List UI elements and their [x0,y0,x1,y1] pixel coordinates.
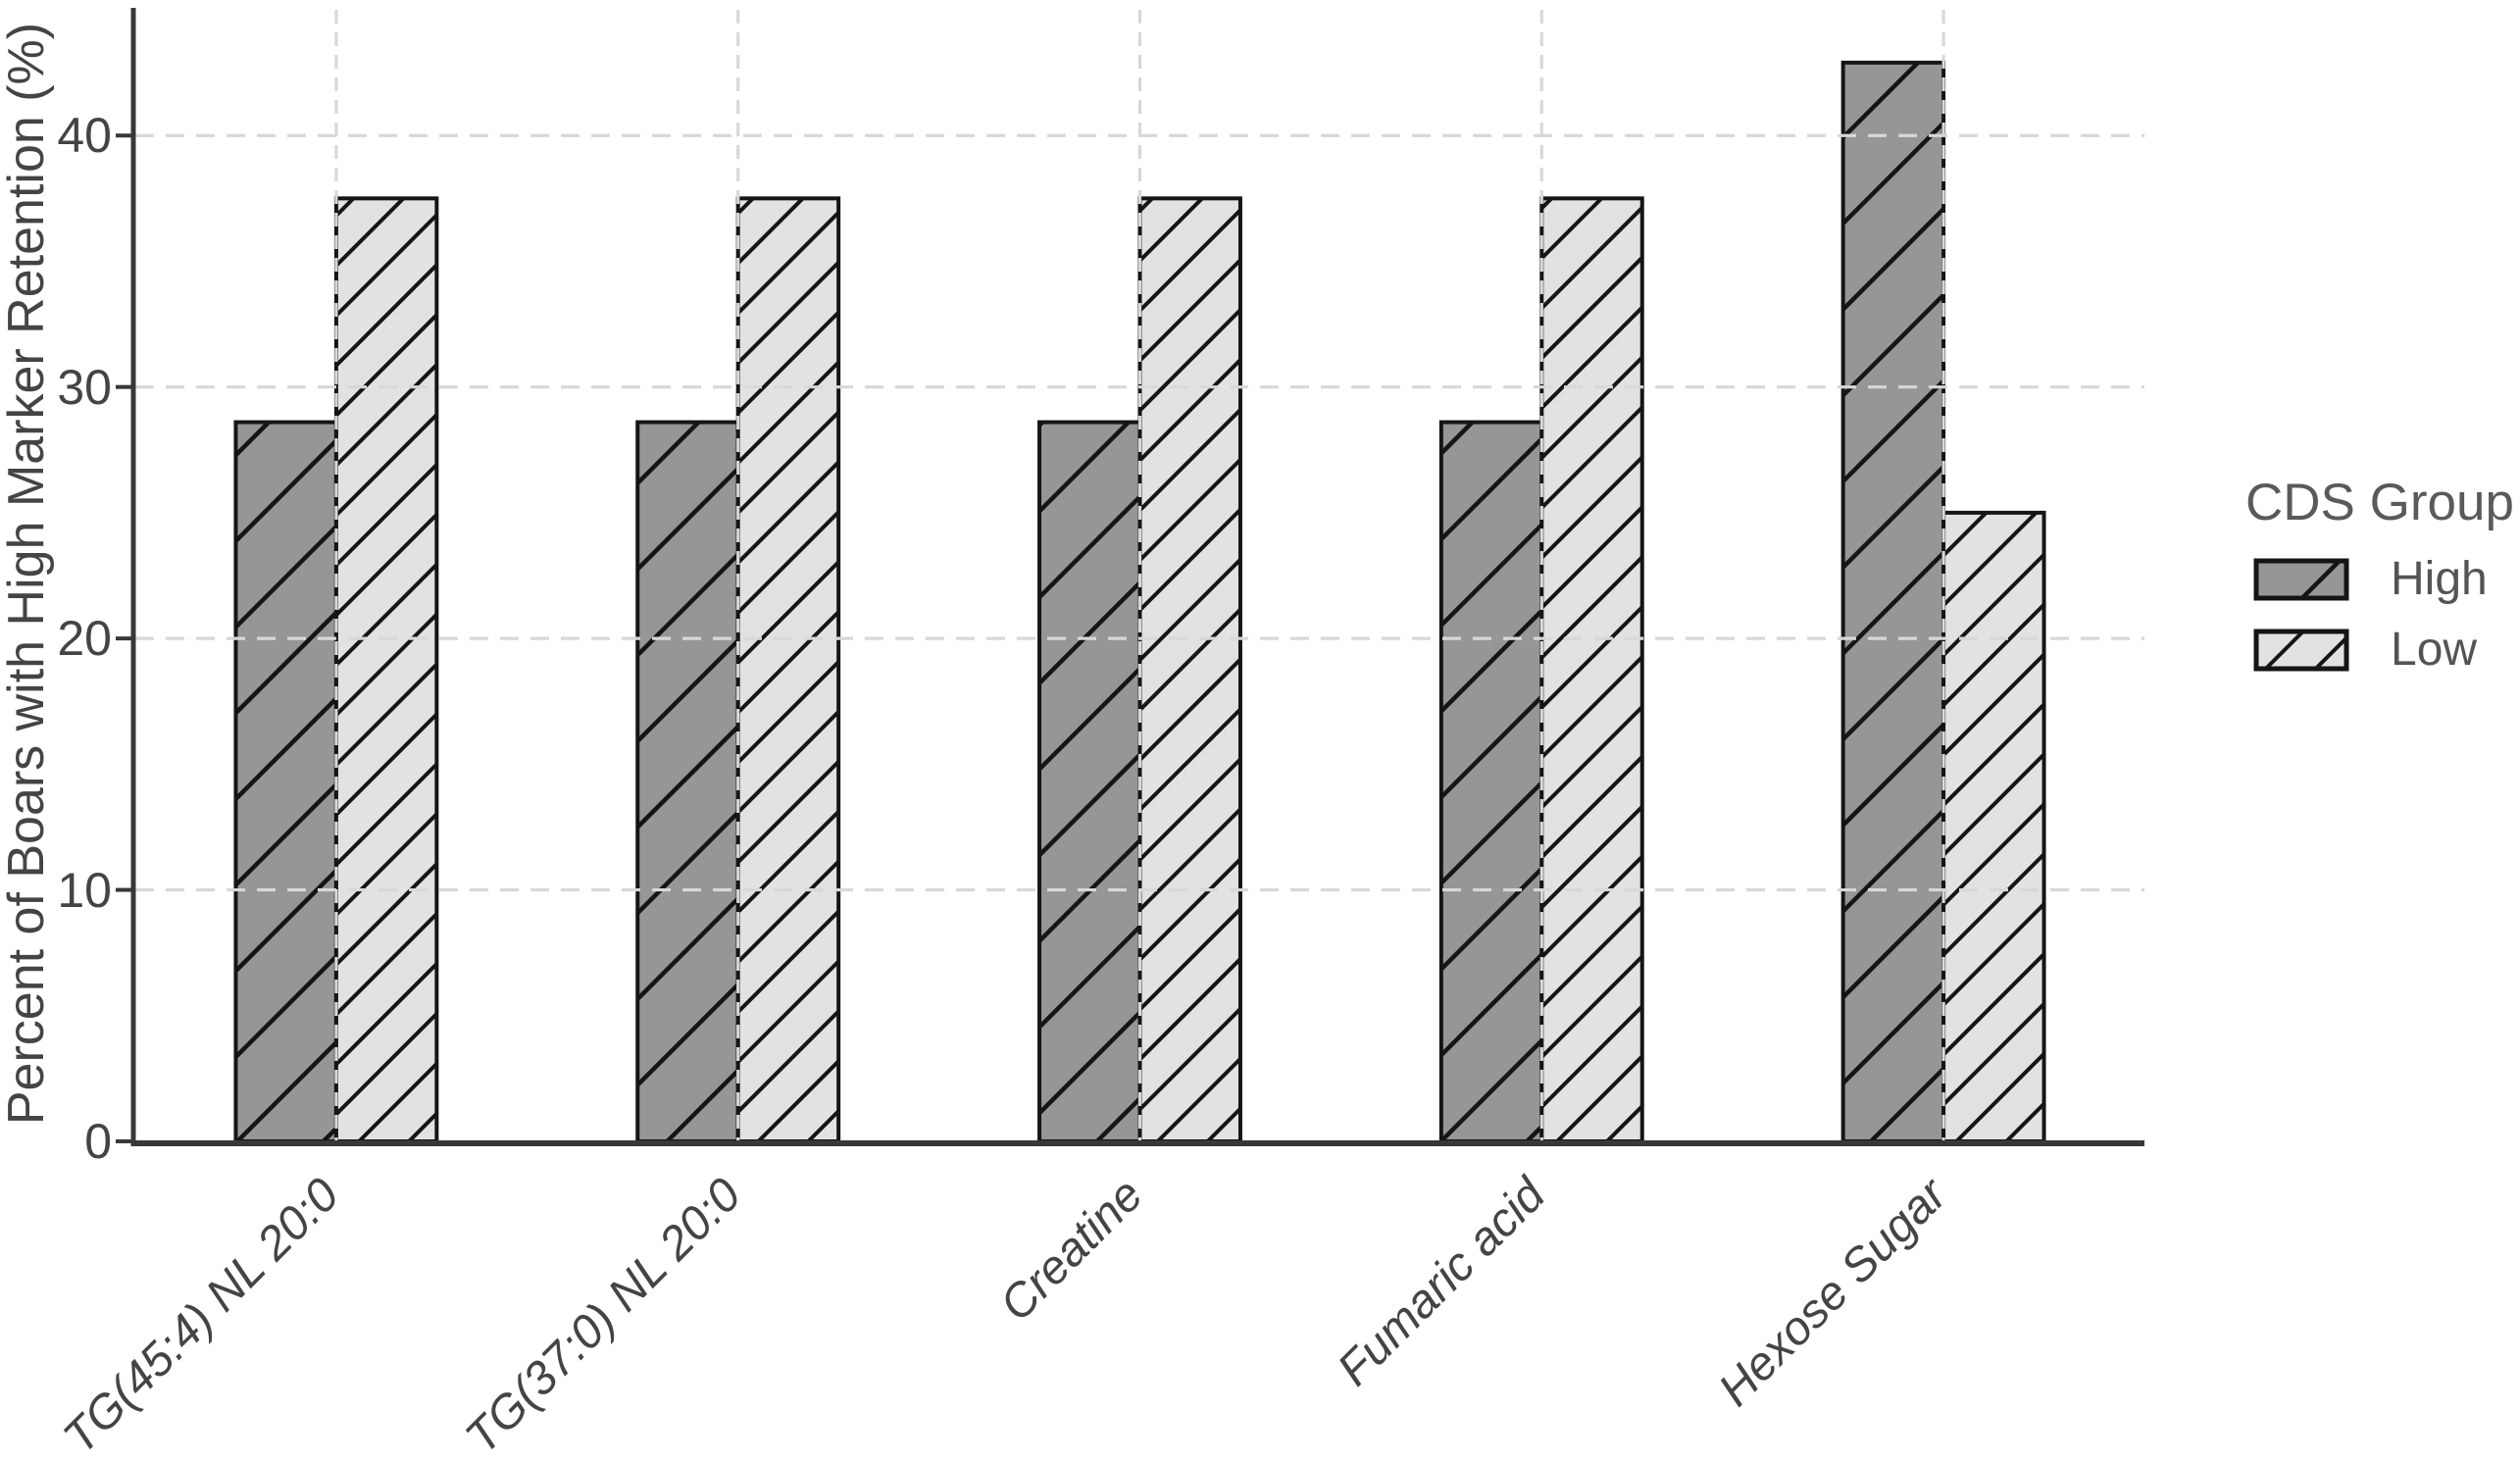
legend: CDS Group High Low [2245,475,2514,674]
y-tick-label: 0 [84,1114,112,1169]
bar-low-0 [333,196,439,1144]
y-tick-label: 30 [57,359,112,415]
legend-title: CDS Group [2245,474,2514,531]
bar-high-4 [1840,60,1946,1143]
bar-low-2 [1137,196,1242,1144]
bar-low-4 [1941,510,2046,1143]
legend-swatch-high-icon [2253,558,2349,601]
legend-item-high: High [2253,556,2514,603]
bar-high-2 [1037,420,1142,1143]
legend-label-high: High [2391,553,2488,606]
legend-swatch-low-icon [2253,629,2349,672]
y-axis-title: Percent of Boars with High Marker Retent… [0,22,55,1126]
y-tick-label: 10 [57,862,112,918]
legend-item-low: Low [2253,627,2514,674]
y-tick-label: 20 [57,611,112,667]
bar-high-3 [1438,420,1544,1143]
bar-low-3 [1539,196,1644,1144]
legend-label-low: Low [2391,624,2478,677]
bar-high-1 [635,420,740,1143]
y-tick-label: 40 [57,108,112,164]
bar-high-0 [233,420,338,1143]
bar-low-1 [735,196,841,1144]
